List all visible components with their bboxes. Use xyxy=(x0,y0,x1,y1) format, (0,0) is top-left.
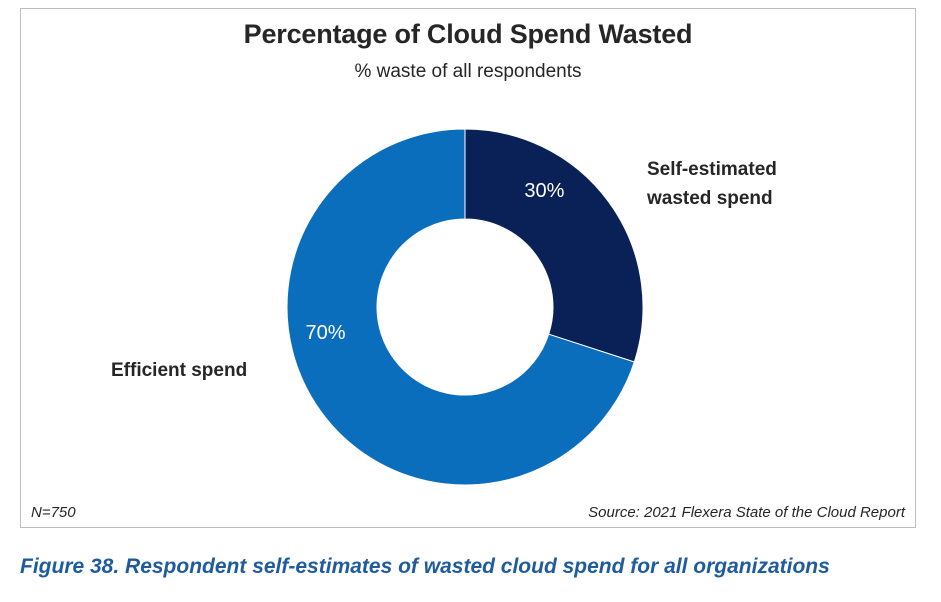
figure-caption: Figure 38. Respondent self-estimates of … xyxy=(20,555,830,578)
category-label-wasted-line1: Self-estimated xyxy=(647,159,777,180)
chart-subtitle: % waste of all respondents xyxy=(354,61,582,82)
chart-title: Percentage of Cloud Spend Wasted xyxy=(243,19,693,49)
slice-efficient xyxy=(286,128,635,486)
category-label-wasted: Self-estimated wasted spend xyxy=(647,155,777,213)
data-label-efficient: 70% xyxy=(305,322,345,344)
chart-container: Percentage of Cloud Spend Wasted % waste… xyxy=(20,8,916,528)
category-label-efficient: Efficient spend xyxy=(111,360,248,381)
sample-size-note: N=750 xyxy=(31,504,76,521)
category-label-wasted-line2: wasted spend xyxy=(647,188,773,209)
source-note: Source: 2021 Flexera State of the Cloud … xyxy=(588,504,905,521)
slice-wasted xyxy=(464,128,644,363)
data-label-wasted: 30% xyxy=(524,180,564,202)
donut-chart: 30% 70% xyxy=(286,128,644,486)
